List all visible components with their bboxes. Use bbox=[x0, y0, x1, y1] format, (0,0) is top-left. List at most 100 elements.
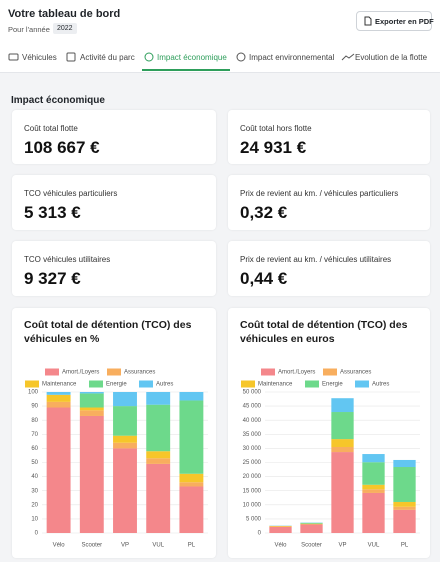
bar-segment bbox=[362, 462, 385, 485]
y-tick-label: 20 bbox=[31, 502, 38, 508]
legend-label: Amort./Loyers bbox=[62, 370, 99, 376]
legend-label: Maintenance bbox=[42, 382, 77, 388]
bar-segment bbox=[113, 392, 137, 407]
y-tick-label: 80 bbox=[31, 418, 38, 424]
kpi-value: 108 667 € bbox=[24, 138, 100, 157]
kpi-label: Coût total hors flotte bbox=[240, 124, 312, 133]
bar-segment bbox=[269, 526, 292, 533]
export-button[interactable]: Exporter en PDF bbox=[356, 11, 434, 31]
kpi-value: 5 313 € bbox=[24, 203, 81, 222]
chart-title: Coût total de détention (TCO) des véhicu… bbox=[24, 319, 192, 345]
bar-segment bbox=[300, 522, 323, 524]
legend-swatch bbox=[305, 380, 319, 388]
x-tick-label: VUL bbox=[368, 543, 380, 549]
bar-segment bbox=[393, 509, 416, 533]
tab-active[interactable]: Impact économique bbox=[157, 53, 227, 62]
kpi-value: 0,44 € bbox=[240, 269, 288, 288]
header: Votre tableau de bord Pour l'année 2022 … bbox=[0, 0, 440, 73]
y-tick-label: 15 000 bbox=[243, 488, 262, 494]
legend-label: Autres bbox=[156, 382, 173, 388]
y-tick-label: 100 bbox=[28, 390, 39, 396]
bar-segment bbox=[46, 392, 71, 395]
y-tick-label: 50 000 bbox=[243, 390, 262, 396]
tab[interactable]: Evolution de la flotte bbox=[355, 53, 428, 62]
chart: 0 5 000 10 000 15 000 20 000 25 000 30 000 35 0… bbox=[241, 368, 420, 549]
bar-segment bbox=[331, 446, 354, 453]
y-tick-label: 0 bbox=[35, 531, 39, 537]
bar-segment bbox=[393, 459, 416, 468]
bar-segment bbox=[300, 523, 323, 525]
legend-swatch bbox=[139, 380, 153, 388]
bar-segment bbox=[179, 400, 204, 474]
bar-segment bbox=[146, 404, 171, 452]
tab-icons bbox=[8, 52, 355, 71]
legend-swatch bbox=[355, 380, 369, 388]
y-tick-label: 30 bbox=[31, 488, 38, 494]
page-title: Votre tableau de bord bbox=[8, 8, 121, 20]
bar-segment bbox=[269, 525, 292, 527]
x-tick-label: VP bbox=[338, 543, 346, 549]
bar-segment bbox=[331, 398, 354, 413]
bar-segment bbox=[179, 392, 204, 401]
y-tick-label: 0 bbox=[258, 531, 262, 537]
legend-swatch bbox=[107, 368, 121, 376]
bar-segment bbox=[300, 524, 323, 533]
kpi-label: Coût total flotte bbox=[24, 124, 78, 133]
bar-segment bbox=[362, 489, 385, 493]
legend-swatch bbox=[89, 380, 103, 388]
legend-label: Energie bbox=[106, 382, 127, 388]
x-tick-label: PL bbox=[401, 543, 409, 549]
chart-title: Coût total de détention (TCO) des véhicu… bbox=[240, 319, 408, 345]
bar-segment bbox=[79, 410, 104, 416]
bar-segment bbox=[113, 442, 137, 449]
x-tick-label: Vélo bbox=[274, 543, 287, 549]
y-tick-label: 10 000 bbox=[243, 502, 262, 508]
bar-segment bbox=[113, 448, 137, 533]
y-tick-label: 5 000 bbox=[246, 516, 262, 522]
export-label: Exporter en PDF bbox=[375, 17, 434, 26]
y-tick-label: 30 000 bbox=[243, 446, 262, 452]
bar-segment bbox=[179, 473, 204, 483]
bar-segment bbox=[362, 454, 385, 463]
tab[interactable]: Véhicules bbox=[22, 53, 57, 62]
bar-segment bbox=[179, 482, 204, 487]
y-tick-label: 40 000 bbox=[243, 418, 262, 424]
bar-segment bbox=[362, 484, 385, 490]
x-tick-label: PL bbox=[188, 543, 196, 549]
legend-label: Assurances bbox=[124, 370, 155, 376]
bar-segment bbox=[79, 393, 104, 408]
kpi-card: TCO véhicules utilitaires 9 327 € bbox=[12, 241, 216, 296]
y-tick-label: 25 000 bbox=[243, 460, 262, 466]
kpi-label: Prix de revient au km. / véhicules parti… bbox=[240, 189, 399, 198]
kpi-label: Prix de revient au km. / véhicules utili… bbox=[240, 255, 392, 264]
y-tick-label: 60 bbox=[31, 446, 38, 452]
bar-segment bbox=[146, 463, 171, 533]
legend-swatch bbox=[45, 368, 59, 376]
bar-segment bbox=[46, 407, 71, 533]
kpi-card: Prix de revient au km. / véhicules utili… bbox=[228, 241, 430, 296]
tab[interactable]: Impact environnemental bbox=[249, 53, 335, 62]
bar-segment bbox=[362, 492, 385, 533]
year-badge: 2022 bbox=[53, 23, 77, 34]
y-tick-label: 45 000 bbox=[243, 404, 262, 410]
tab[interactable]: Activité du parc bbox=[80, 53, 135, 62]
legend-swatch bbox=[261, 368, 275, 376]
kpi-label: TCO véhicules utilitaires bbox=[24, 255, 111, 264]
bar-segment bbox=[331, 412, 354, 440]
x-tick-label: Vélo bbox=[53, 543, 66, 549]
y-tick-label: 90 bbox=[31, 404, 38, 410]
bar-segment bbox=[46, 394, 71, 402]
bar-segment bbox=[46, 401, 71, 408]
legend-label: Amort./Loyers bbox=[278, 370, 315, 376]
kpi-card: Coût total flotte 108 667 € bbox=[12, 110, 216, 164]
bar-segment bbox=[113, 435, 137, 443]
bar-segment bbox=[146, 451, 171, 459]
legend-label: Autres bbox=[372, 382, 389, 388]
legend-label: Assurances bbox=[340, 370, 371, 376]
y-tick-label: 35 000 bbox=[243, 432, 262, 438]
legend-swatch bbox=[323, 368, 337, 376]
bar-segment bbox=[393, 501, 416, 507]
y-tick-label: 70 bbox=[31, 432, 38, 438]
y-tick-label: 50 bbox=[31, 460, 38, 466]
kpi-value: 24 931 € bbox=[240, 138, 307, 157]
